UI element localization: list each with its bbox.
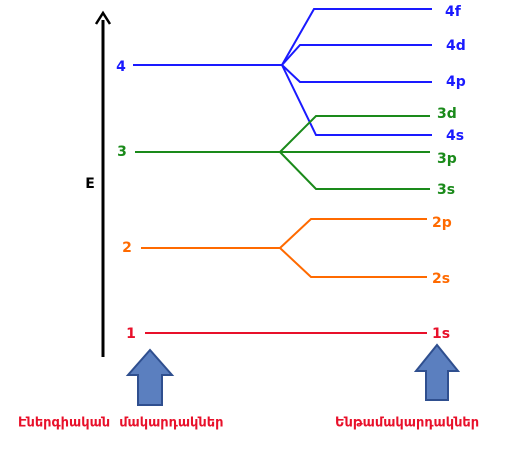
sublevel-label: 2s (432, 271, 450, 287)
sublevel-line (281, 64, 432, 136)
sublevel-line (281, 8, 432, 66)
sublevel-label: 2p (432, 215, 452, 231)
sublevel-line (279, 151, 430, 190)
level-label: 4 (116, 59, 126, 75)
sublevel-label: 3s (437, 182, 455, 198)
level-label: 3 (117, 144, 127, 160)
sublevel-label: 3d (437, 106, 457, 122)
sublevel-label: 4d (446, 38, 466, 54)
sublevel-line (279, 247, 427, 278)
sublevel-line (279, 115, 430, 153)
sublevel-label: 1s (432, 326, 450, 342)
caption: Ենթամակարդակներ (335, 416, 479, 431)
sublevel-label: 3p (437, 151, 457, 167)
sublevel-label: 4p (446, 74, 466, 90)
sublevel-label: 4f (445, 4, 462, 20)
sublevel-line (281, 64, 432, 83)
up-arrow (413, 343, 461, 401)
up-arrow (125, 348, 175, 406)
sublevel-line (281, 44, 432, 66)
level-label: 2 (122, 240, 132, 256)
axis-arrowhead (94, 10, 112, 25)
level-label: 1 (126, 326, 136, 342)
caption: Էներգիական մակարդակներ (18, 416, 223, 431)
axis-label: E (85, 176, 95, 192)
sublevel-label: 4s (446, 128, 464, 144)
sublevel-line (279, 218, 427, 249)
